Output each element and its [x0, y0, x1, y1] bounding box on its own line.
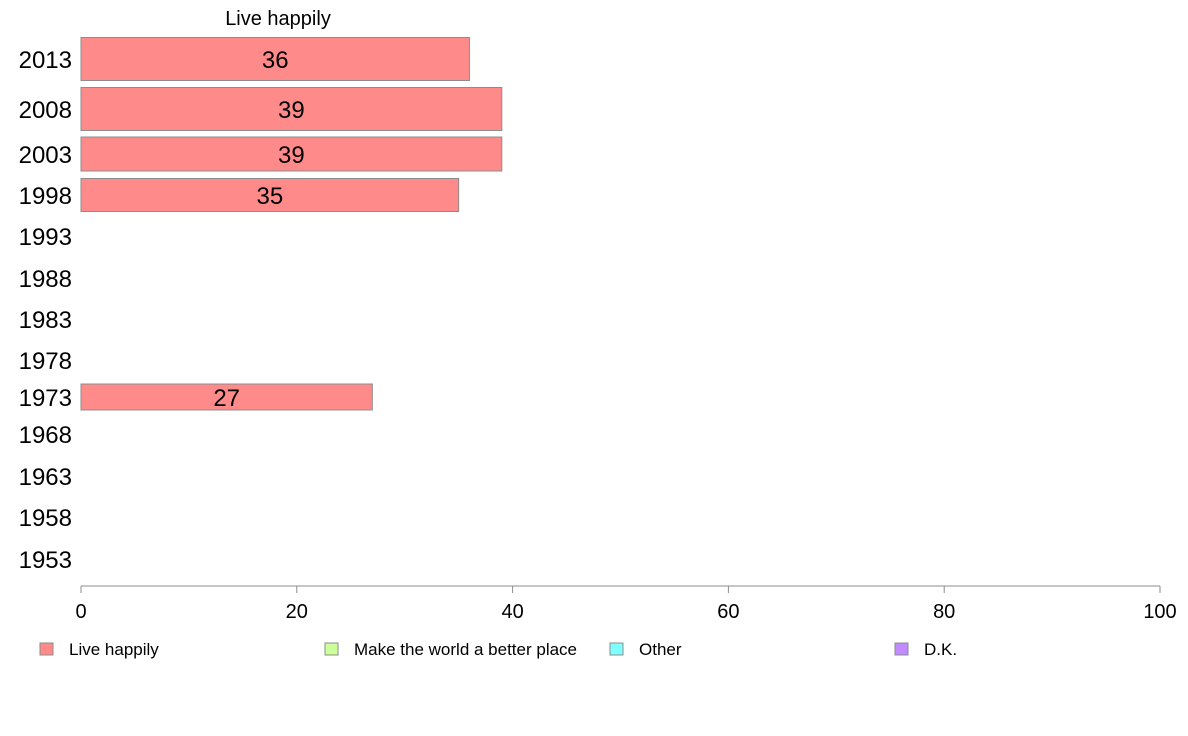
bar-value-label: 27 [213, 385, 240, 412]
x-tick-label: 20 [286, 601, 308, 623]
category-label: 1953 [19, 547, 72, 574]
legend: Live happily Make the world a better plac… [39, 640, 957, 659]
category-label: 1993 [19, 224, 72, 251]
bar-value-label: 36 [262, 47, 289, 74]
legend-swatch [324, 642, 339, 656]
bar-value-label: 39 [278, 97, 305, 124]
chart-title: Live happily [225, 8, 331, 30]
category-label: 1978 [19, 348, 72, 375]
legend-label: Live happily [69, 640, 159, 659]
bar [80, 87, 503, 131]
x-axis: 0 20 40 60 80 100 [75, 585, 1177, 623]
x-tick-label: 100 [1143, 601, 1176, 623]
category-label: 2013 [19, 47, 72, 74]
legend-label: Other [639, 640, 682, 659]
category-label: 2003 [19, 142, 72, 169]
x-tick-label: 60 [717, 601, 739, 623]
category-labels: 2013 2008 2003 1998 1993 1988 1983 1978 1973 1968… [19, 47, 72, 574]
category-label: 2008 [19, 97, 72, 124]
legend-swatch [609, 642, 624, 656]
x-tick-label: 40 [501, 601, 523, 623]
bars-group: 36 39 39 35 27 [80, 37, 503, 412]
category-label: 1958 [19, 505, 72, 532]
category-label: 1983 [19, 307, 72, 334]
category-label: 1998 [19, 183, 72, 210]
category-label: 1973 [19, 385, 72, 412]
legend-swatch [894, 642, 909, 656]
category-label: 1963 [19, 464, 72, 491]
legend-label: Make the world a better place [354, 640, 577, 659]
category-label: 1968 [19, 422, 72, 449]
category-label: 1988 [19, 266, 72, 293]
bar-value-label: 39 [278, 142, 305, 169]
legend-label: D.K. [924, 640, 957, 659]
bar [80, 136, 503, 172]
legend-swatch [39, 642, 54, 656]
bar [80, 383, 373, 411]
bar-value-label: 35 [256, 183, 283, 210]
x-tick-label: 0 [75, 601, 86, 623]
bar [80, 178, 460, 212]
x-tick-label: 80 [933, 601, 955, 623]
bar [80, 37, 470, 81]
